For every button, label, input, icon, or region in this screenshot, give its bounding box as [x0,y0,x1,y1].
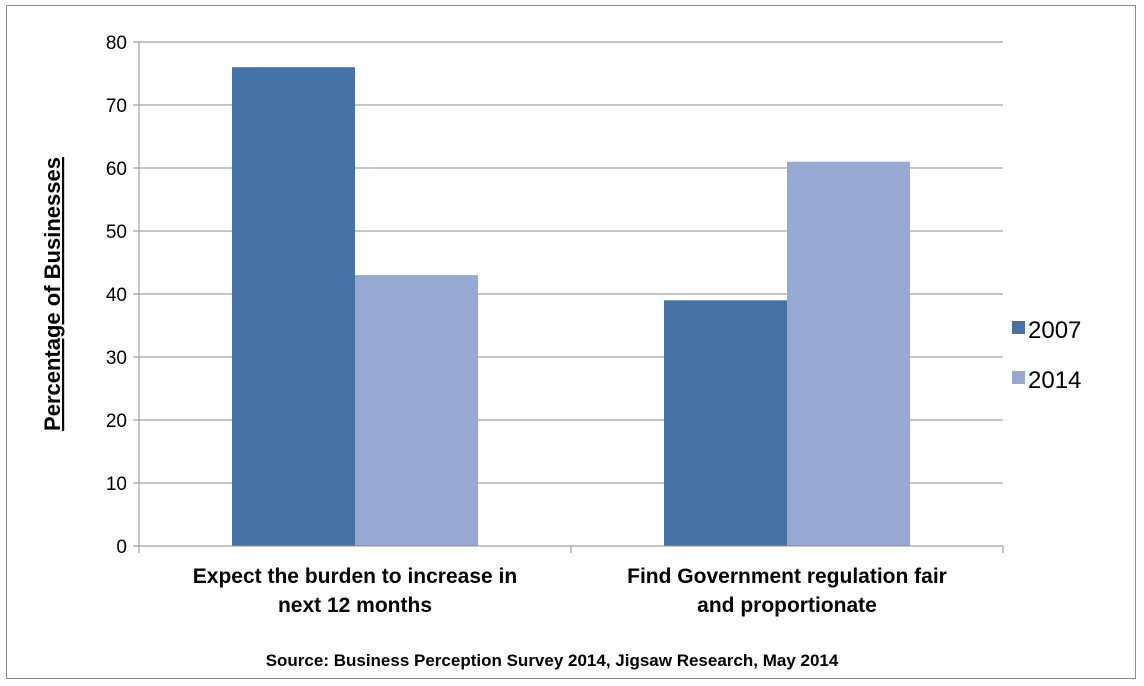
legend-label-2007: 2007 [1028,317,1081,344]
legend-label-2014: 2014 [1028,367,1081,394]
source-note: Source: Business Perception Survey 2014,… [266,651,839,670]
y-tick-label: 40 [106,285,127,306]
bar-2007 [664,300,787,546]
x-tick-marks [138,546,1004,553]
bar-2007 [232,67,355,546]
y-tick-label: 60 [106,159,127,180]
legend: 2007 2014 [1012,317,1081,394]
legend-swatch-2014 [1012,371,1025,384]
y-tick-label: 20 [106,411,127,432]
category-labels: Expect the burden to increase in next 12 … [193,565,947,617]
y-tick-label: 70 [106,96,127,117]
category-label: Expect the burden to increase in next 12 … [193,565,517,617]
y-tick-label: 50 [106,222,127,243]
bar-2014 [787,161,910,546]
y-tick-label: 30 [106,348,127,369]
y-axis-title: Percentage of Businesses [40,157,65,431]
category-label: Find Government regulation fair and propo… [627,565,947,617]
chart-frame [6,5,1136,679]
y-tick-label: 10 [106,474,127,495]
y-tick-label: 0 [116,537,127,558]
bar-2014 [355,275,478,546]
legend-swatch-2007 [1012,321,1025,334]
bars [232,67,910,546]
y-tick-label: 80 [106,33,127,54]
y-tick-labels: 0 10 20 30 40 50 60 70 80 [106,33,139,558]
